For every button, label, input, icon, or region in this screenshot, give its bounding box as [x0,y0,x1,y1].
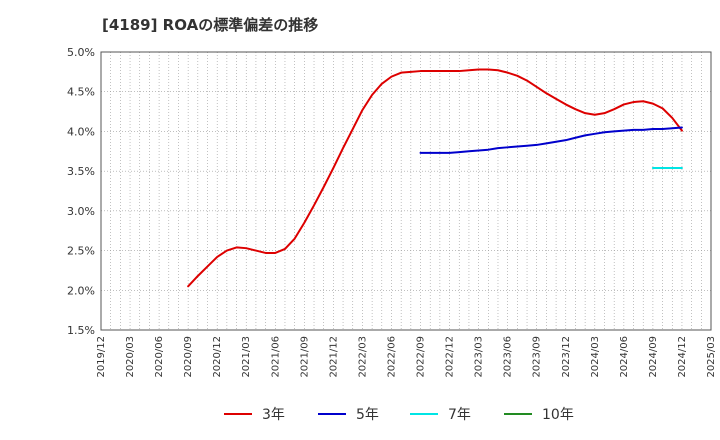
legend: 3年 5年 7年 10年 [224,407,574,423]
x-tick-label: 2021/09 [299,336,310,378]
x-tick-label: 2020/12 [212,336,223,378]
legend-label: 5年 [356,407,379,423]
x-tick-label: 2024/09 [648,336,659,378]
series [187,68,683,288]
y-tick-label: 2.5% [67,245,95,258]
x-tick-label: 2024/06 [619,336,630,378]
grid [101,52,711,330]
x-tick-label: 2024/12 [677,336,688,378]
y-tick-label: 1.5% [67,324,95,337]
x-tick-label: 2020/09 [183,336,194,378]
x-tick-label: 2025/03 [706,336,717,378]
x-tick-label: 2022/09 [416,336,427,378]
y-tick-label: 3.5% [67,165,95,178]
x-tick-label: 2020/03 [125,336,136,378]
legend-label: 3年 [262,407,285,423]
x-axis: 2019/12 2020/03 2020/06 2020/09 2020/12 2021/… [96,336,717,378]
x-tick-label: 2023/12 [561,336,572,378]
legend-label: 10年 [542,407,574,423]
y-tick-label: 5.0% [67,46,95,59]
series-line-5年 [419,126,683,154]
chart-title: [4189] ROAの標準偏差の推移 [102,16,319,34]
legend-label: 7年 [448,407,471,423]
series-line-3年 [187,68,683,288]
y-axis: 5.0% 4.5% 4.0% 3.5% 3.0% 2.5% 2.0% 1.5% [67,46,95,337]
x-tick-label: 2020/06 [154,336,165,378]
x-tick-label: 2023/03 [474,336,485,378]
y-tick-label: 2.0% [67,284,95,297]
y-tick-label: 4.0% [67,125,95,138]
x-tick-label: 2023/09 [532,336,543,378]
x-tick-label: 2021/12 [328,336,339,378]
x-tick-label: 2021/03 [241,336,252,378]
y-tick-label: 3.0% [67,205,95,218]
x-tick-label: 2024/03 [590,336,601,378]
plot-frame [100,51,712,331]
x-tick-label: 2022/06 [386,336,397,378]
x-tick-label: 2021/06 [270,336,281,378]
y-tick-label: 4.5% [67,86,95,99]
x-tick-label: 2023/06 [503,336,514,378]
x-tick-label: 2019/12 [96,336,107,378]
x-tick-label: 2022/03 [357,336,368,378]
x-tick-label: 2022/12 [445,336,456,378]
